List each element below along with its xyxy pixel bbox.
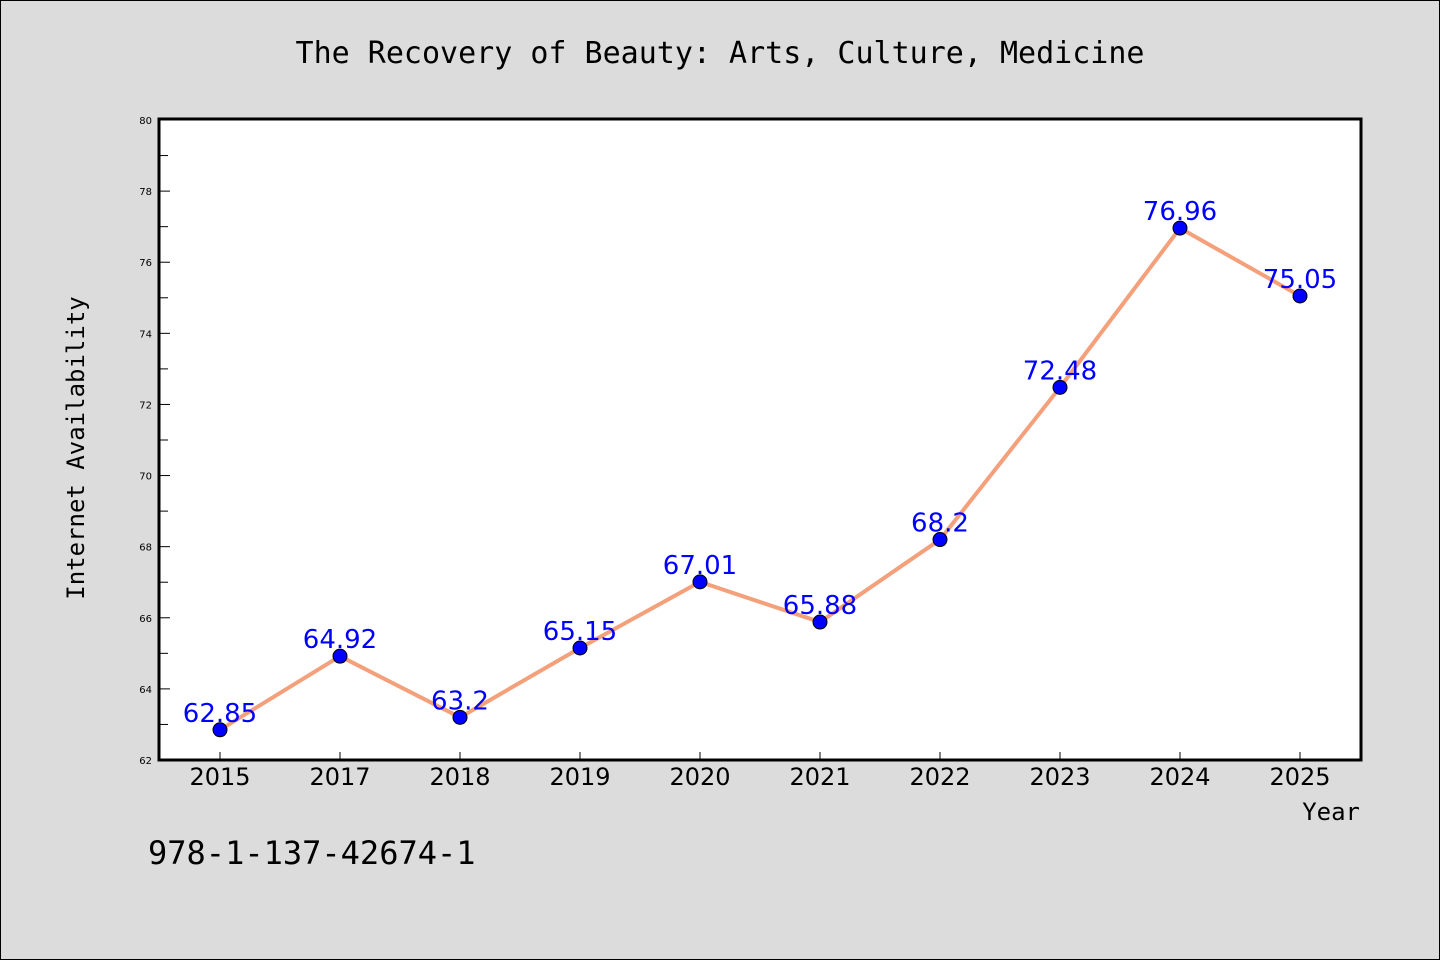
data-label: 75.05 (1263, 265, 1337, 295)
x-tick-label: 2021 (789, 763, 850, 791)
y-tick-label: 78 (139, 187, 152, 198)
data-point (1172, 220, 1188, 236)
x-axis: 2015 2017 2018 2019 2020 2021 2022 2023 2024 2025 (189, 752, 1331, 791)
y-tick-label: 80 (139, 116, 152, 127)
y-tick-label: 72 (139, 400, 152, 411)
data-point (452, 709, 468, 725)
x-tick-label: 2018 (429, 763, 490, 791)
x-tick-label: 2015 (189, 763, 250, 791)
y-axis: 62 64 66 68 70 72 74 76 78 80 (139, 116, 170, 767)
data-point (332, 648, 348, 664)
y-axis-label: Internet Availability (62, 296, 90, 599)
data-label: 68.2 (911, 509, 969, 539)
x-axis-label: Year (1302, 798, 1360, 826)
series-group: 62.85 64.92 63.2 65.15 67.01 65.88 68.2 72.48 76… (183, 197, 1337, 738)
x-tick-label: 2020 (669, 763, 730, 791)
data-point (212, 722, 228, 738)
x-tick-label: 2025 (1269, 763, 1330, 791)
y-tick-label: 68 (139, 543, 152, 554)
plot-area (157, 117, 1363, 762)
x-tick-label: 2019 (549, 763, 610, 791)
data-point (932, 532, 948, 548)
data-label: 65.15 (543, 617, 617, 647)
data-point (812, 614, 828, 630)
data-label: 67.01 (663, 551, 737, 581)
y-tick-label: 74 (139, 329, 152, 340)
data-label: 65.88 (783, 591, 857, 621)
chart-title: The Recovery of Beauty: Arts, Culture, M… (296, 36, 1145, 71)
isbn-text: 978-1-137-42674-1 (148, 834, 476, 872)
data-label: 72.48 (1023, 356, 1097, 386)
data-label: 64.92 (303, 625, 377, 655)
data-point (692, 574, 708, 590)
y-tick-label: 66 (139, 614, 152, 625)
series-line (218, 226, 1301, 732)
x-tick-label: 2022 (909, 763, 970, 791)
data-label: 62.85 (183, 699, 257, 729)
x-tick-label: 2023 (1029, 763, 1090, 791)
data-point (572, 640, 588, 656)
y-tick-label: 62 (139, 756, 152, 767)
x-tick-label: 2024 (1149, 763, 1210, 791)
data-label: 76.96 (1143, 197, 1217, 227)
data-label: 63.2 (431, 686, 489, 716)
y-tick-label: 64 (139, 685, 152, 696)
y-tick-label: 76 (139, 258, 152, 269)
y-tick-label: 70 (139, 472, 152, 483)
data-point (1292, 288, 1308, 304)
data-point (1052, 379, 1068, 395)
x-tick-label: 2017 (309, 763, 370, 791)
